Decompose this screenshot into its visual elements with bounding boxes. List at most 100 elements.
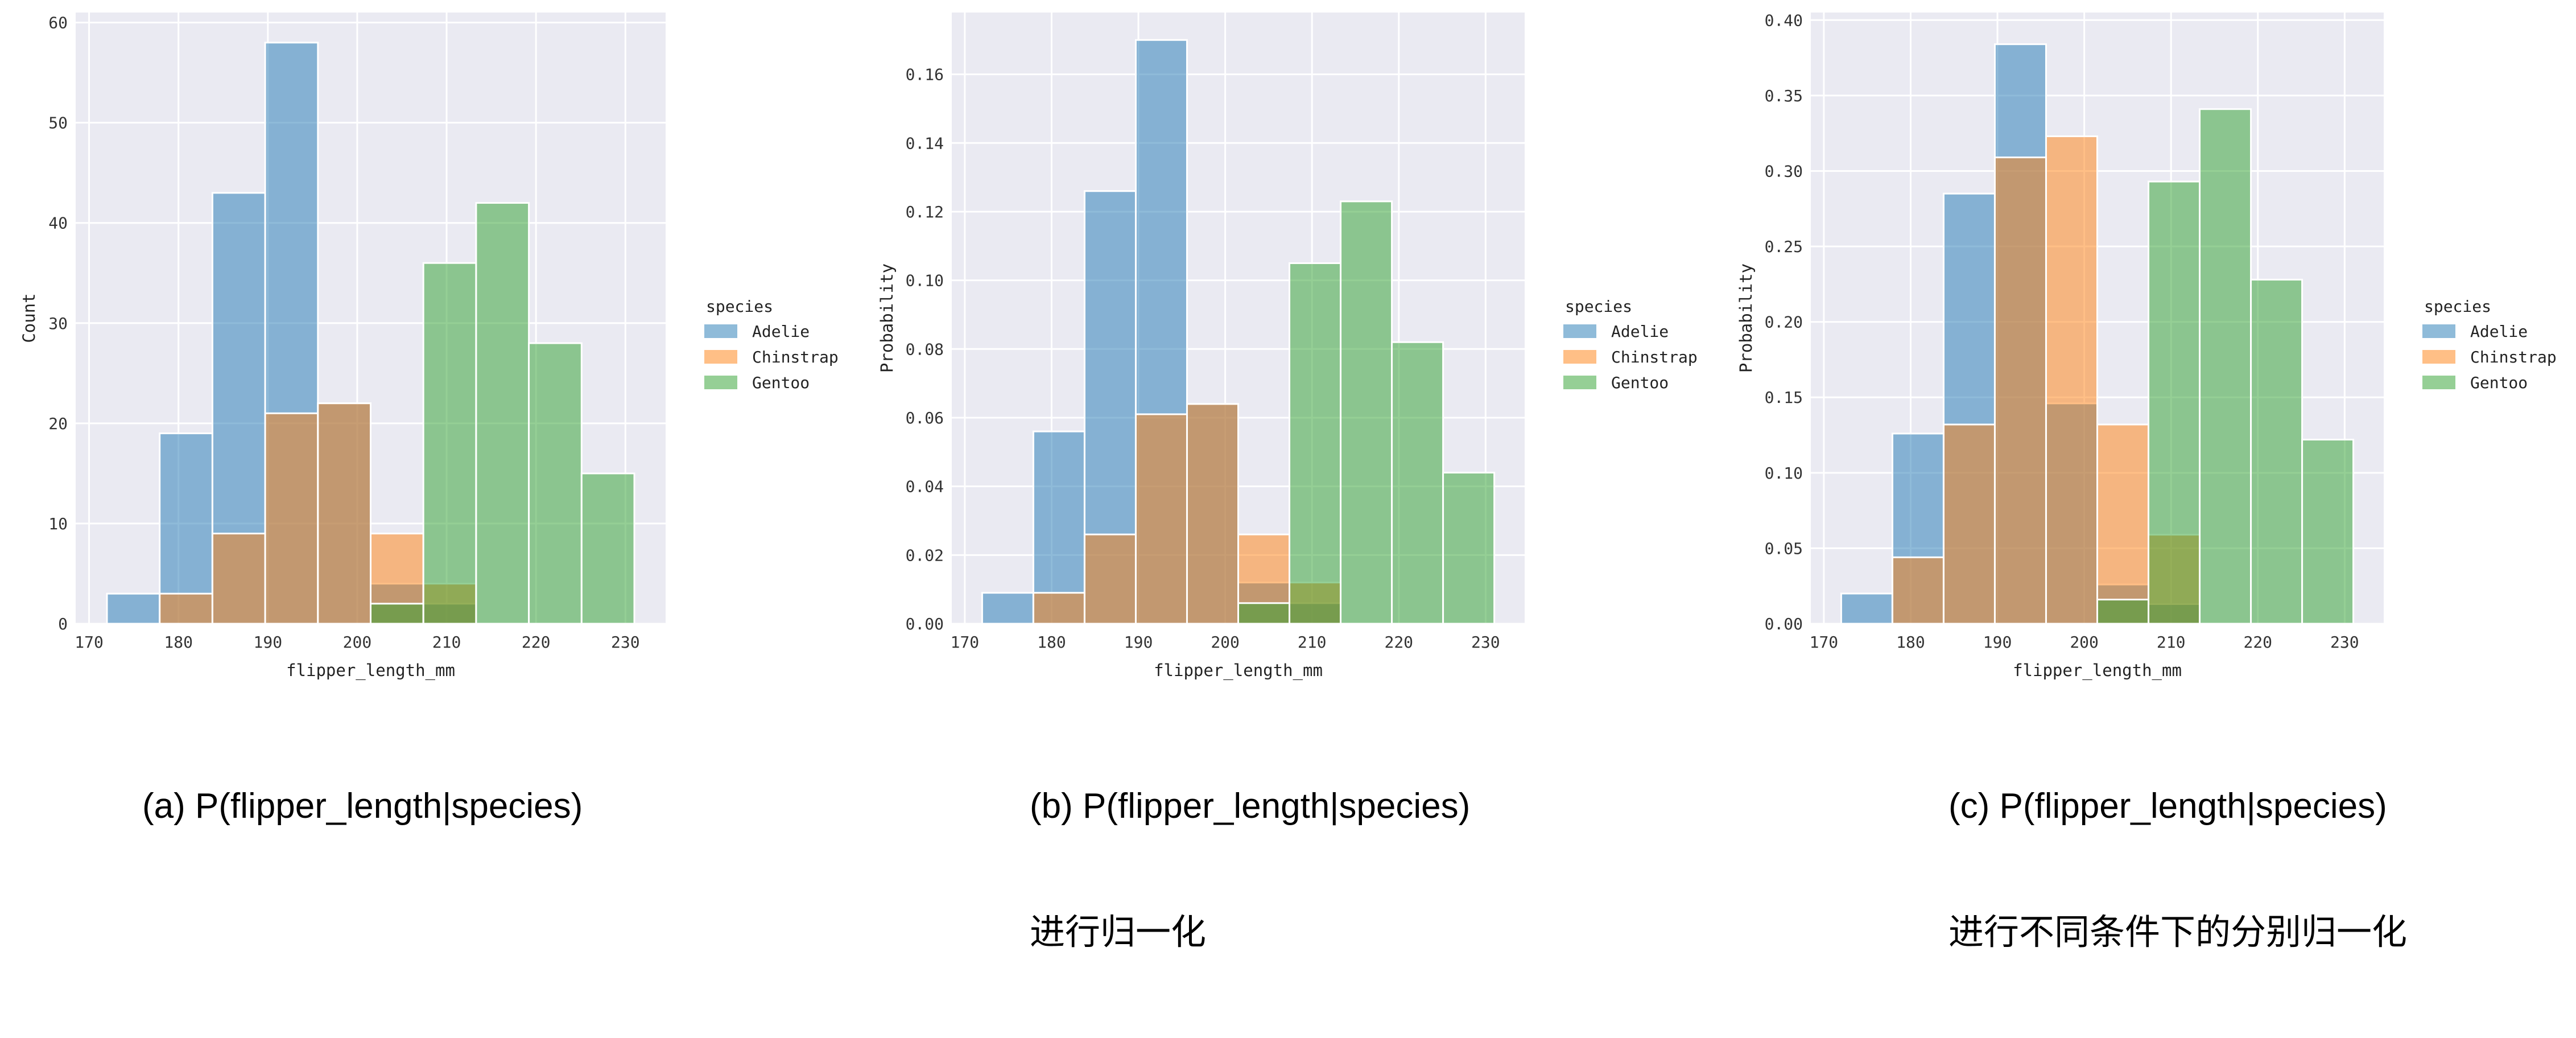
y-tick-label-1: 0.02 [906, 546, 944, 565]
bar-gentoo-8 [528, 342, 583, 625]
y-tick-label-0: 0.00 [1765, 615, 1803, 633]
bar-gentoo-9 [2301, 438, 2355, 625]
bar-chinstrap-4 [1186, 403, 1239, 625]
bar-gentoo-5 [370, 603, 424, 625]
x-tick-label-5: 220 [1384, 633, 1413, 652]
caption-a: (a) P(flipper_length|species) [142, 701, 583, 912]
bar-gentoo-7 [475, 202, 530, 625]
legend-swatch-adelie [704, 324, 737, 338]
bar-chinstrap-2 [211, 533, 266, 625]
legend-label-adelie: Adelie [752, 322, 810, 341]
x-tick-label-3: 200 [343, 633, 372, 652]
x-tick-label-6: 230 [1471, 633, 1500, 652]
x-tick-label-1: 180 [164, 633, 193, 652]
x-tick-label-5: 220 [2243, 633, 2272, 652]
bar-chinstrap-2 [1942, 423, 1996, 625]
bar-chinstrap-1 [1032, 592, 1085, 625]
legend-swatch-chinstrap [2422, 350, 2455, 364]
bar-chinstrap-3 [1993, 156, 2047, 625]
chart-panel-c: 170 180 190 200 210 220 230 0.00 0.05 0.10 0.15 0.2… [1736, 11, 2557, 681]
bar-chinstrap-5 [2096, 423, 2150, 625]
y-tick-label-6: 0.30 [1765, 162, 1803, 180]
legend: species Adelie Chinstrap Gentoo [1563, 297, 1698, 392]
bar-chinstrap-3 [264, 412, 319, 625]
caption-c-line-2: 进行不同条件下的分别归一化 [1948, 913, 2408, 952]
y-tick-label-7: 0.35 [1765, 86, 1803, 105]
y-tick-label-0: 0 [58, 615, 68, 633]
bar-gentoo-7 [1340, 200, 1393, 625]
legend-label-adelie: Adelie [2470, 322, 2528, 341]
bar-chinstrap-1 [1891, 556, 1945, 625]
y-axis-label: Probability [1736, 263, 1756, 373]
caption-c: (c) P(flipper_length|species) 进行不同条件下的分别… [1948, 701, 2407, 1038]
x-tick-label-4: 210 [2157, 633, 2186, 652]
figure: 170 180 190 200 210 220 230 0 10 20 30 40 50 60 flippe… [19, 11, 2557, 952]
legend-label-chinstrap: Chinstrap [2470, 348, 2557, 366]
legend-title: species [1565, 297, 1632, 316]
y-tick-label-1: 10 [48, 514, 68, 533]
x-tick-label-3: 200 [1211, 633, 1240, 652]
bar-adelie-0 [1840, 592, 1893, 625]
bar-chinstrap-4 [2045, 135, 2098, 625]
bar-adelie-1 [1032, 430, 1085, 625]
legend-swatch-adelie [1563, 324, 1596, 338]
caption-b-line-1: (b) P(flipper_length|species) [1030, 786, 1471, 826]
y-tick-label-0: 0.00 [906, 615, 944, 633]
x-tick-label-0: 170 [951, 633, 980, 652]
x-tick-label-6: 230 [611, 633, 640, 652]
y-tick-label-6: 0.12 [906, 203, 944, 221]
bar-chinstrap-3 [1134, 413, 1188, 625]
legend-label-gentoo: Gentoo [752, 373, 810, 392]
y-tick-label-8: 0.16 [906, 65, 944, 84]
x-tick-label-1: 180 [1896, 633, 1925, 652]
legend: species Adelie Chinstrap Gentoo [2422, 297, 2557, 392]
bar-gentoo-8 [1391, 341, 1444, 625]
y-tick-label-3: 0.06 [906, 409, 944, 427]
bar-gentoo-7 [2199, 108, 2252, 625]
bar-chinstrap-2 [1083, 533, 1137, 625]
bar-gentoo-5 [1237, 602, 1291, 625]
y-axis-label: Probability [877, 263, 897, 373]
y-tick-label-7: 0.14 [906, 134, 944, 153]
legend-title: species [2424, 297, 2491, 316]
bar-adelie-0 [981, 592, 1034, 625]
legend-swatch-adelie [2422, 324, 2455, 338]
bar-gentoo-6 [2148, 180, 2201, 625]
x-tick-label-3: 200 [2070, 633, 2099, 652]
x-tick-label-2: 190 [1983, 633, 2012, 652]
figure-canvas: 170 180 190 200 210 220 230 0 10 20 30 40 50 60 flippe… [19, 11, 2557, 681]
caption-a-line-1: (a) P(flipper_length|species) [142, 786, 583, 826]
y-tick-label-5: 0.25 [1765, 237, 1803, 256]
y-tick-label-4: 0.08 [906, 340, 944, 359]
bar-gentoo-9 [1442, 472, 1496, 625]
chart-panel-a: 170 180 190 200 210 220 230 0 10 20 30 40 50 60 flippe… [19, 13, 839, 681]
y-tick-label-2: 20 [48, 414, 68, 433]
legend-label-gentoo: Gentoo [2470, 373, 2528, 392]
legend: species Adelie Chinstrap Gentoo [704, 297, 839, 392]
y-tick-label-2: 0.04 [906, 477, 944, 496]
x-axis-label: flipper_length_mm [2013, 661, 2182, 681]
x-tick-label-6: 230 [2330, 633, 2359, 652]
legend-swatch-gentoo [2422, 376, 2455, 389]
x-tick-label-0: 170 [1810, 633, 1839, 652]
legend-label-adelie: Adelie [1611, 322, 1669, 341]
y-tick-label-5: 0.10 [906, 271, 944, 290]
caption-b-line-2: 进行归一化 [1030, 913, 1207, 952]
y-tick-label-4: 0.20 [1765, 313, 1803, 332]
bar-adelie-1 [159, 432, 213, 625]
legend-swatch-gentoo [704, 376, 737, 389]
bar-adelie-0 [106, 592, 161, 625]
legend-title: species [706, 297, 773, 316]
bar-chinstrap-4 [317, 402, 371, 625]
y-tick-label-8: 0.40 [1765, 11, 1803, 30]
y-tick-label-3: 30 [48, 314, 68, 333]
x-axis-label: flipper_length_mm [1154, 661, 1323, 681]
bar-gentoo-9 [580, 472, 635, 625]
y-tick-label-2: 0.10 [1765, 464, 1803, 483]
caption-c-line-1: (c) P(flipper_length|species) [1948, 786, 2387, 826]
y-tick-label-4: 40 [48, 214, 68, 233]
y-tick-label-1: 0.05 [1765, 539, 1803, 558]
bar-gentoo-5 [2096, 599, 2150, 625]
bar-gentoo-6 [1289, 262, 1342, 625]
x-tick-label-5: 220 [522, 633, 551, 652]
